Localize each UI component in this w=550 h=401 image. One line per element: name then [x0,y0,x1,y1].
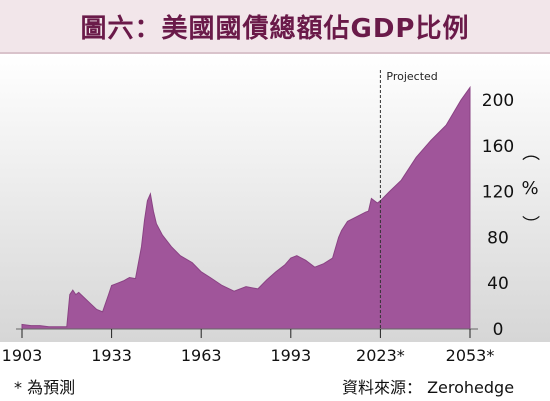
y-unit-label: % [521,178,538,199]
y-tick-label: 40 [487,274,509,294]
chart-title: 圖六：美國國債總額佔GDP比例 [80,14,470,44]
source-note: 資料來源： Zerohedge [342,378,515,397]
y-unit-label: （ [519,143,540,161]
y-tick-label: 80 [487,228,509,248]
y-tick-label: 200 [482,91,514,111]
title-bar [0,0,550,54]
footnote-forecast: * 為預測 [14,378,76,397]
y-unit-label: ） [519,215,540,233]
projection-label: Projected [386,70,437,83]
y-tick-label: 120 [482,183,514,203]
x-tick-label: 2053* [446,346,495,365]
x-tick-label: 1963 [181,346,222,365]
x-tick-label: 1903 [2,346,43,365]
x-tick-label: 1933 [91,346,132,365]
x-tick-label: 2023* [356,346,405,365]
y-tick-label: 0 [493,320,504,340]
debt-gdp-area [21,85,471,330]
y-tick-label: 160 [482,137,514,157]
x-tick-label: 1993 [270,346,311,365]
